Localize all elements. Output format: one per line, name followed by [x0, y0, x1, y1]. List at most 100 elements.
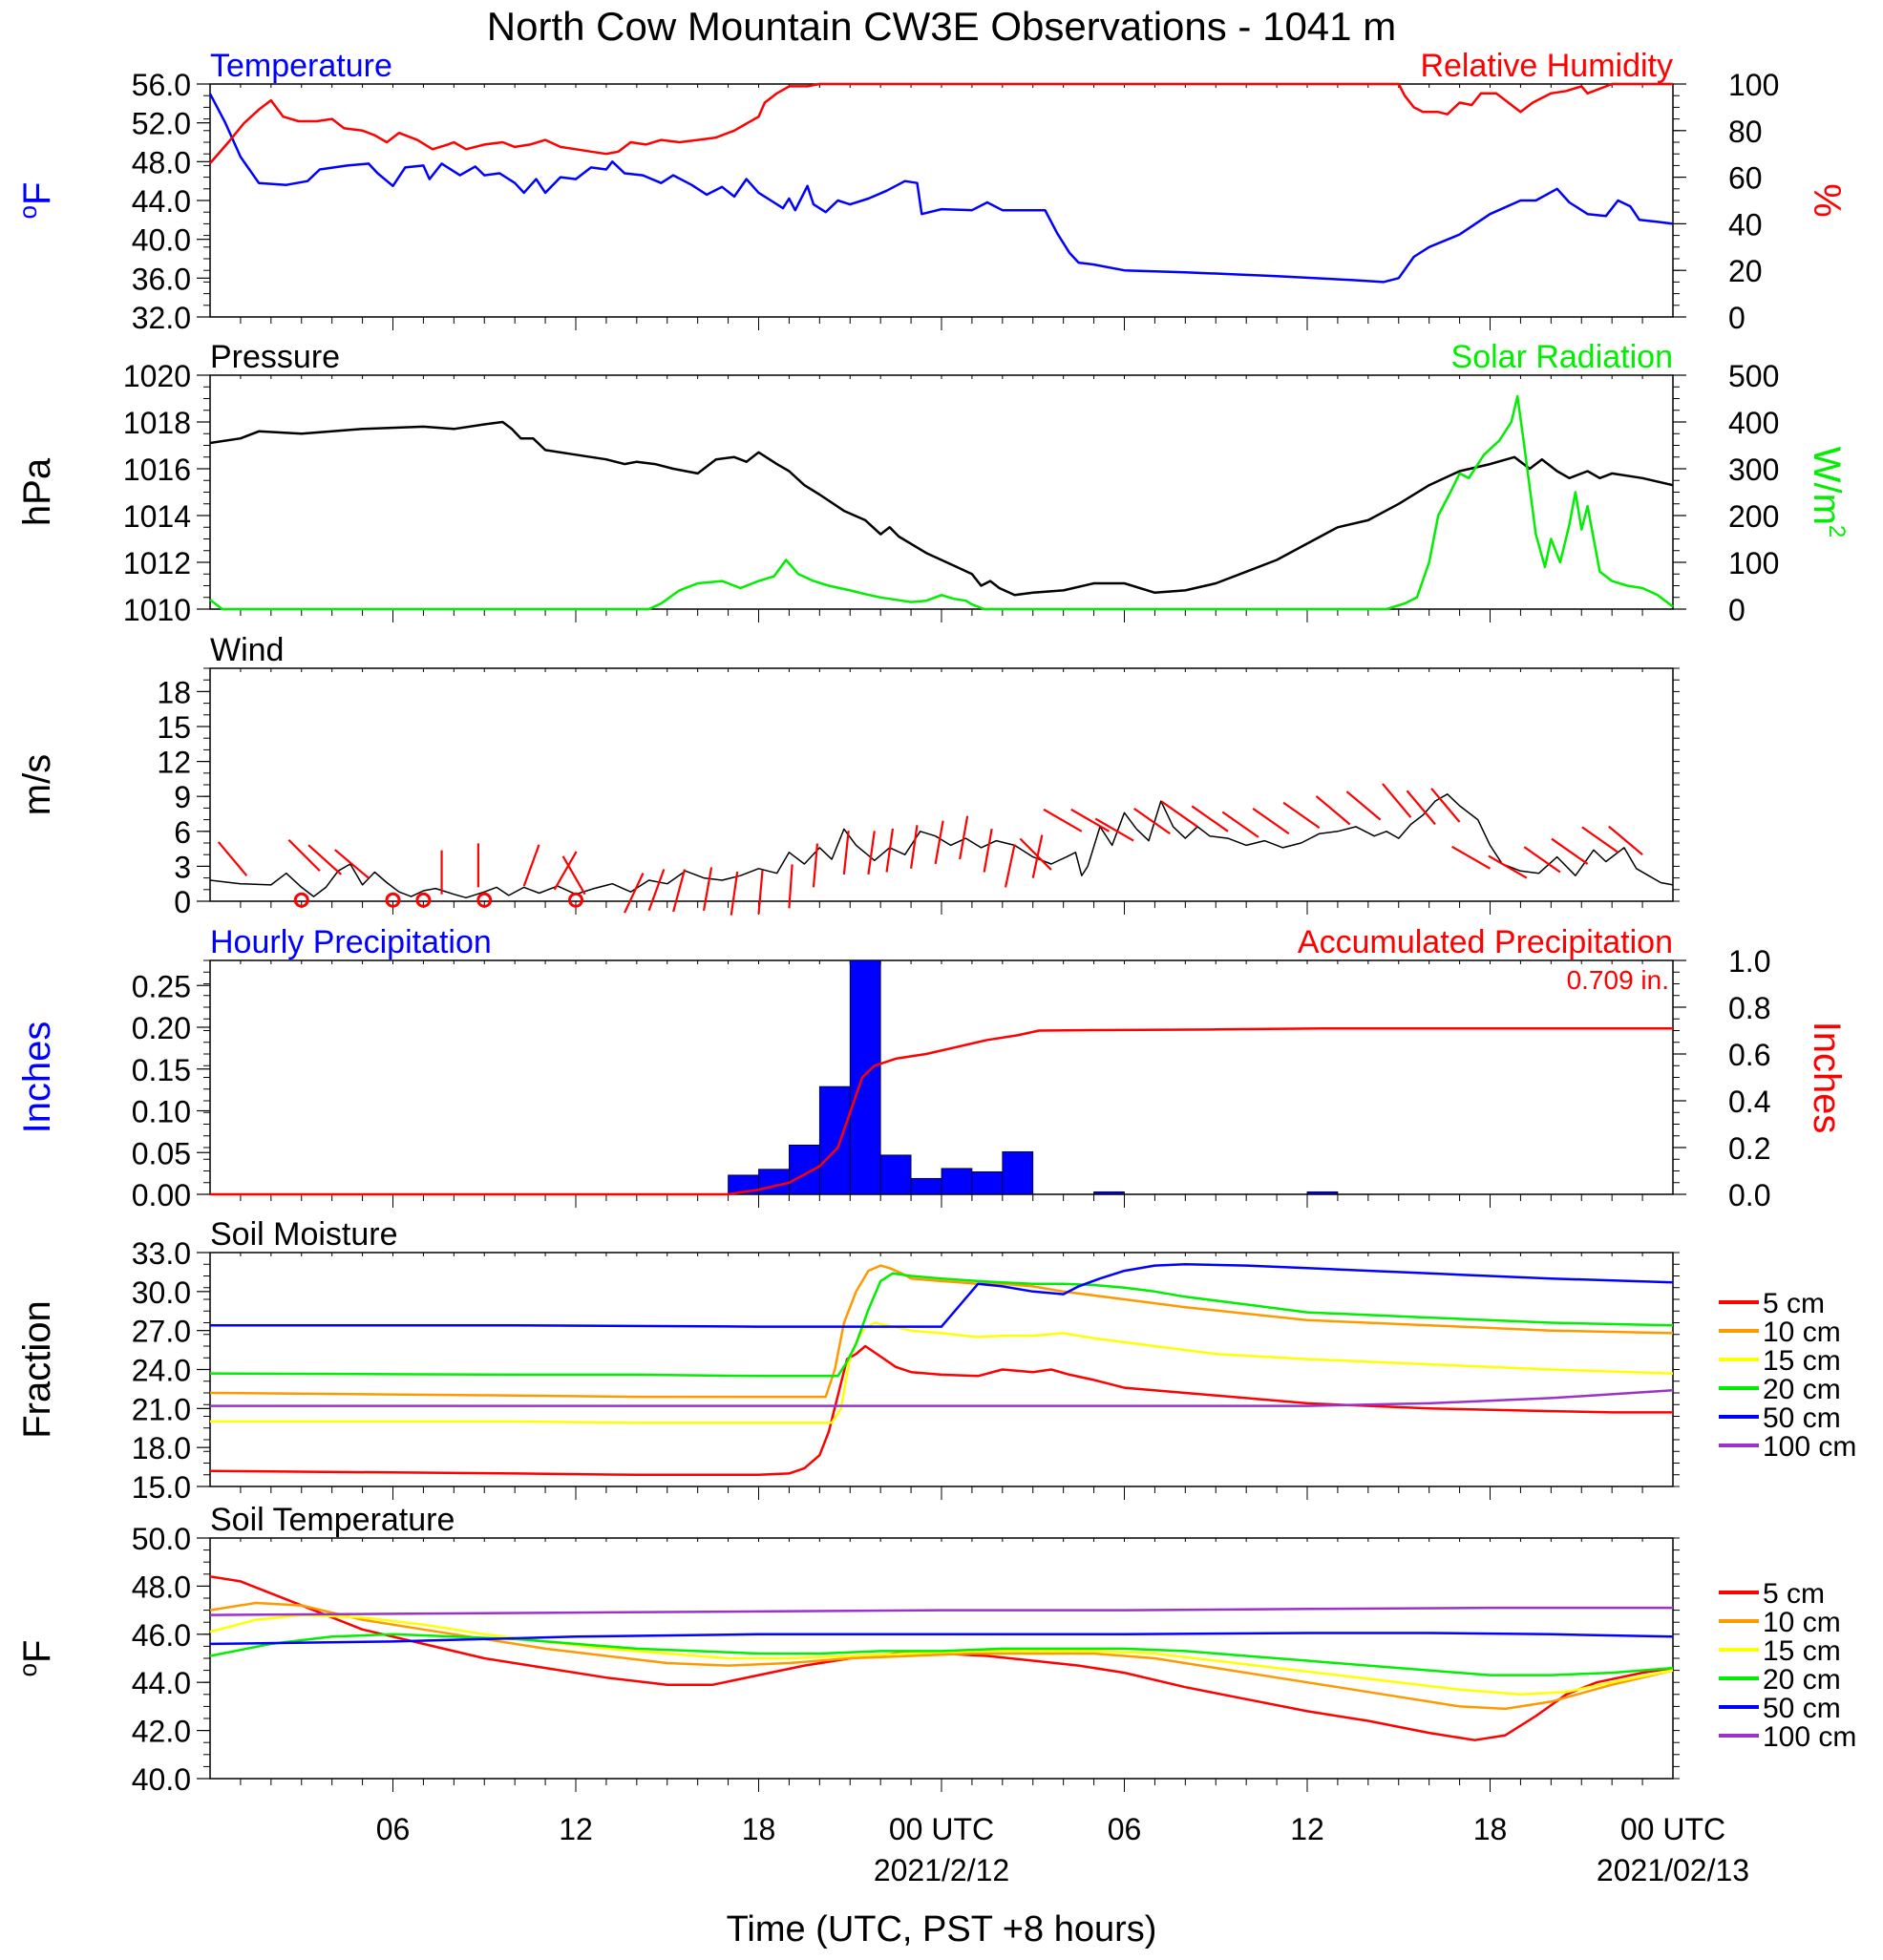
- calm-wind-marker: [476, 892, 493, 908]
- y-tick-label-left: 3: [174, 850, 191, 884]
- y-tick-label-right: 200: [1728, 499, 1779, 534]
- wind-barb: [934, 820, 944, 865]
- y-tick-label-right: 80: [1728, 115, 1763, 149]
- y-tick-label-left: 36.0: [132, 262, 191, 296]
- wind-barb: [1581, 826, 1619, 854]
- wind-barb: [1608, 825, 1643, 856]
- y-tick-label-left: 18: [157, 675, 191, 709]
- y-tick-label-left: 1014: [123, 499, 191, 534]
- wind-barb: [287, 838, 321, 873]
- y-tick-label-left: 1010: [123, 593, 191, 627]
- panels-group: 32.036.040.044.048.052.056.0020406080100…: [13, 48, 1856, 1887]
- y-tick-label-left: 48.0: [132, 145, 191, 179]
- wind-barb: [1133, 807, 1172, 835]
- legend-label: 20 cm: [1763, 1374, 1841, 1405]
- wind-barb: [702, 867, 713, 911]
- wind-barb: [1430, 788, 1461, 823]
- series-line-20cm: [209, 1633, 1674, 1676]
- y-tick-label-left: 46.0: [132, 1618, 191, 1653]
- y-tick-label-left: 1018: [123, 406, 191, 440]
- precip-bar: [818, 1085, 851, 1195]
- wind-barb: [959, 815, 969, 860]
- wind-barb: [1019, 837, 1052, 871]
- plot-frame: [209, 1537, 1674, 1780]
- legend-label: 5 cm: [1763, 1288, 1825, 1319]
- y-tick-label-left: 0.10: [132, 1095, 191, 1129]
- panel-title-right: Accumulated Precipitation: [1298, 924, 1673, 960]
- y-tick-label-right: 0.6: [1728, 1038, 1770, 1072]
- wind-barb: [647, 869, 666, 912]
- series-line-10cm: [209, 1264, 1674, 1399]
- legend-label: 50 cm: [1763, 1402, 1841, 1434]
- wind-barb: [842, 831, 850, 875]
- wind-barb: [307, 844, 342, 875]
- calm-wind-marker: [415, 892, 432, 908]
- precip-bar: [1002, 1150, 1034, 1195]
- plot-frame: [209, 959, 1674, 1195]
- wind-barb: [757, 870, 764, 915]
- x-tick-label: 06: [1108, 1812, 1142, 1846]
- plot-frame: [209, 374, 1674, 610]
- series-line-50cm: [210, 1263, 1674, 1328]
- series-line-100cm: [210, 1389, 1674, 1407]
- wind-barb: [1094, 817, 1134, 842]
- legend-label: 10 cm: [1763, 1317, 1841, 1348]
- y-tick-label-right: 0: [1728, 593, 1745, 627]
- series-line-100cm: [209, 1606, 1673, 1616]
- series-line-50cm: [209, 1632, 1674, 1646]
- y-tick-label-right: 300: [1728, 453, 1779, 487]
- series-line-15cm: [210, 1321, 1674, 1424]
- y-tick-label-right: 60: [1728, 161, 1763, 196]
- y-axis-unit-right: %: [1806, 183, 1848, 218]
- wind-barb: [1345, 790, 1382, 821]
- panel-pressure_solar: 1010 1012 1014 1016 1018 1020 0 100 200 300 400 500…: [16, 339, 1850, 627]
- y-axis-unit-left: m/s: [16, 754, 58, 815]
- wind-barb: [1451, 845, 1492, 870]
- wind-barb: [788, 864, 793, 909]
- legend-label: 100 cm: [1763, 1431, 1856, 1463]
- panel-title-left: Temperature: [210, 48, 392, 84]
- series-line-5cm: [209, 1344, 1673, 1477]
- panel-soil_temperature: 40.0 42.0 44.0 46.0 48.0 50.0 Soil Temperature…: [13, 1502, 1856, 1887]
- wind-barb: [909, 825, 919, 869]
- wind-barb: [1523, 846, 1561, 874]
- y-tick-label-left: 56.0: [132, 68, 191, 102]
- x-tick-label: 06: [376, 1812, 411, 1846]
- x-axis-label: Time (UTC, PST +8 hours): [727, 1909, 1157, 1949]
- wind-barb: [553, 851, 578, 891]
- x-tick-label: 00 UTC: [1620, 1812, 1725, 1846]
- y-tick-label-left: 1016: [123, 453, 191, 487]
- y-axis-unit-right: Inches: [1806, 1022, 1848, 1134]
- y-tick-label-left: 12: [157, 746, 191, 780]
- y-tick-label-right: 100: [1728, 68, 1779, 102]
- y-tick-label-left: 32.0: [132, 301, 191, 335]
- y-tick-label-left: 24.0: [132, 1354, 191, 1388]
- y-axis-unit-left: Fraction: [16, 1300, 58, 1439]
- accumulated-total-label: 0.709 in.: [1567, 965, 1669, 995]
- series-line: [209, 82, 1673, 164]
- wind-barb: [867, 831, 876, 875]
- legend-label: 50 cm: [1763, 1693, 1841, 1724]
- series-line: [208, 93, 1674, 284]
- y-tick-label-right: 500: [1728, 359, 1779, 393]
- y-tick-label-left: 0: [174, 885, 191, 919]
- panel-title-left: Pressure: [210, 339, 340, 375]
- series-line: [209, 394, 1674, 611]
- plot-frame: [209, 1252, 1674, 1487]
- y-tick-label-left: 42.0: [132, 1715, 191, 1749]
- y-tick-label-left: 9: [174, 780, 191, 814]
- wind-barb: [1252, 807, 1290, 835]
- calm-wind-marker: [385, 892, 401, 908]
- wind-barb: [885, 828, 895, 873]
- y-tick-label-left: 1020: [123, 359, 191, 393]
- y-tick-label-left: 0.25: [132, 969, 191, 1003]
- y-tick-label-left: 44.0: [132, 184, 191, 219]
- y-tick-label-left: 15: [157, 710, 191, 745]
- wind-barb: [1004, 844, 1016, 888]
- y-tick-label-left: 33.0: [132, 1236, 191, 1271]
- y-tick-label-left: 30.0: [132, 1275, 191, 1310]
- wind-barb: [983, 829, 993, 873]
- panel-title-left: Wind: [210, 632, 284, 668]
- wind-barb: [672, 869, 687, 913]
